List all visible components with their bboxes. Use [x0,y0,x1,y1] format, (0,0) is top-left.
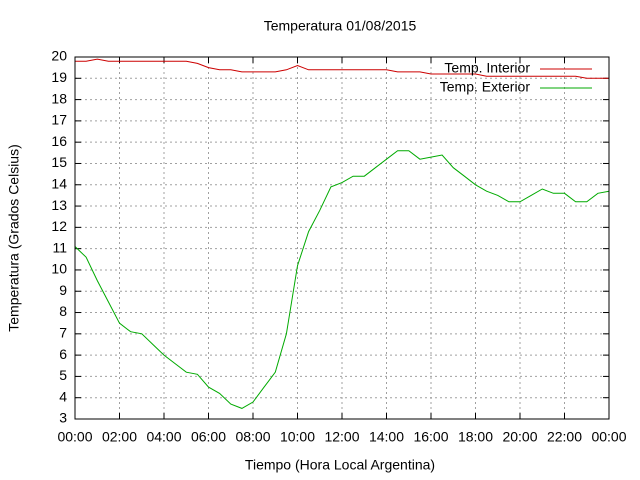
y-tick-label: 14 [51,175,67,191]
y-tick-label: 6 [59,346,67,362]
x-tick-label: 20:00 [502,429,537,445]
x-tick-label: 22:00 [547,429,582,445]
x-tick-label: 06:00 [191,429,226,445]
x-tick-label: 10:00 [280,429,315,445]
x-tick-label: 00:00 [591,429,626,445]
y-tick-label: 13 [51,197,67,213]
y-tick-label: 8 [59,303,67,319]
x-tick-label: 12:00 [324,429,359,445]
x-tick-label: 08:00 [235,429,270,445]
series-line [75,58,609,79]
x-tick-label: 00:00 [57,429,92,445]
y-tick-label: 18 [51,90,67,106]
x-tick-label: 14:00 [369,429,404,445]
y-tick-label: 9 [59,282,67,298]
chart-title: Temperatura 01/08/2015 [264,18,417,34]
legend-label: Temp. Exterior [440,79,531,95]
y-tick-label: 20 [51,48,67,64]
x-tick-label: 16:00 [413,429,448,445]
y-tick-label: 16 [51,133,67,149]
legend-label: Temp. Interior [444,60,530,76]
y-tick-label: 10 [51,261,67,277]
y-axis-label: Temperatura (Grados Celsius) [6,144,22,332]
y-tick-label: 7 [59,325,67,341]
x-tick-label: 04:00 [146,429,181,445]
plot-border [74,56,610,420]
y-tick-label: 3 [59,410,67,426]
y-tick-label: 19 [51,69,67,85]
y-tick-label: 15 [51,154,67,170]
x-tick-label: 02:00 [102,429,137,445]
y-tick-label: 11 [52,239,67,255]
x-tick-label: 18:00 [458,429,493,445]
y-tick-label: 17 [51,112,67,128]
y-tick-label: 4 [59,388,67,404]
series-line [74,150,610,409]
y-tick-label: 5 [59,367,67,383]
x-axis-label: Tiempo (Hora Local Argentina) [245,457,435,473]
y-tick-label: 12 [51,218,67,234]
